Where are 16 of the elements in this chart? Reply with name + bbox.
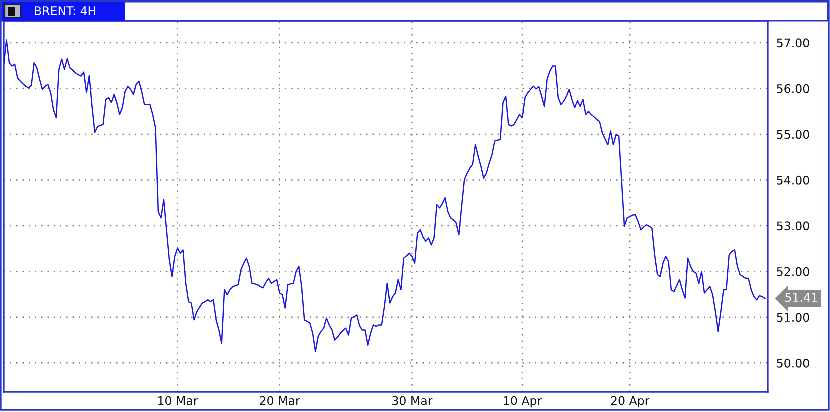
y-tick-label: 50.00	[777, 358, 810, 368]
y-tick-label: 54.00	[777, 176, 810, 185]
x-tick-label: 20 Mar	[260, 396, 300, 406]
y-tick-label: 51.00	[777, 313, 810, 322]
y-tick-label: 55.00	[777, 130, 810, 140]
y-tick-label: 53.00	[777, 222, 810, 231]
x-tick-label: 10 Apr	[504, 396, 542, 408]
text: 51.41	[786, 293, 818, 302]
y-tick-label: 56.00	[777, 84, 810, 94]
y-tick-label: 52.00	[777, 267, 810, 276]
x-tick-label: 20 Apr	[611, 396, 650, 408]
chart-title: BRENT: 4H	[35, 6, 96, 16]
x-tick-label: 10 Mar	[158, 396, 198, 406]
y-tick-label: 57.00	[777, 38, 810, 48]
line-series	[4, 40, 766, 352]
x-tick-label: 30 Mar	[392, 396, 433, 406]
